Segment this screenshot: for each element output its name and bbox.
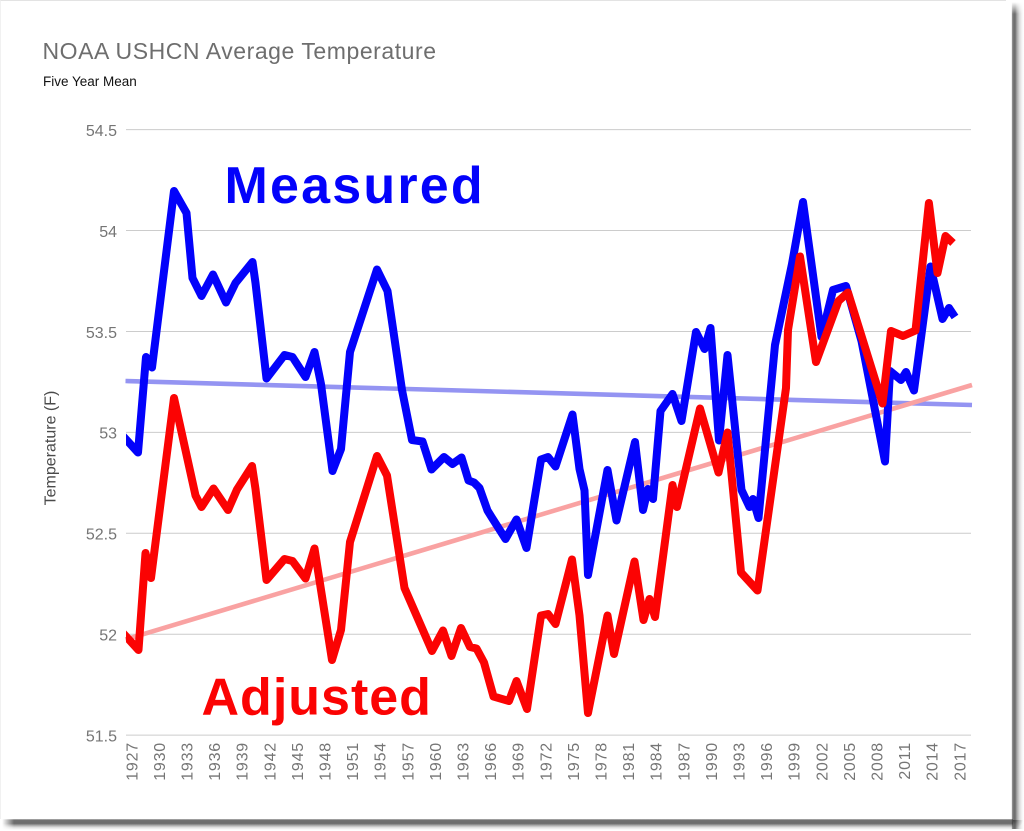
svg-text:1936: 1936 — [207, 742, 224, 781]
svg-text:1969: 1969 — [511, 742, 528, 781]
svg-text:52.5: 52.5 — [86, 527, 117, 544]
svg-text:2005: 2005 — [842, 742, 859, 781]
svg-text:2008: 2008 — [870, 742, 887, 781]
svg-text:1972: 1972 — [538, 742, 555, 781]
svg-text:54.5: 54.5 — [86, 123, 117, 140]
svg-text:1942: 1942 — [262, 742, 279, 781]
svg-text:1963: 1963 — [456, 742, 473, 781]
svg-text:1957: 1957 — [400, 742, 417, 781]
svg-text:1975: 1975 — [566, 742, 583, 781]
svg-text:52: 52 — [99, 628, 117, 645]
svg-text:1996: 1996 — [759, 742, 776, 781]
svg-text:1999: 1999 — [787, 742, 804, 781]
svg-text:2017: 2017 — [952, 742, 969, 781]
svg-text:1993: 1993 — [732, 742, 749, 781]
svg-text:1927: 1927 — [124, 742, 141, 781]
svg-text:1987: 1987 — [676, 742, 693, 781]
svg-text:NOAA USHCN Average Temperature: NOAA USHCN Average Temperature — [43, 38, 437, 64]
svg-text:Five Year Mean: Five Year Mean — [43, 74, 137, 89]
svg-text:1981: 1981 — [621, 742, 638, 781]
svg-text:1978: 1978 — [594, 742, 611, 781]
svg-text:Adjusted: Adjusted — [202, 669, 432, 727]
svg-text:1945: 1945 — [290, 742, 307, 781]
svg-text:1939: 1939 — [235, 742, 252, 781]
svg-text:Measured: Measured — [225, 157, 485, 215]
svg-text:1933: 1933 — [180, 742, 197, 781]
svg-text:1984: 1984 — [649, 742, 666, 781]
svg-text:1966: 1966 — [483, 742, 500, 781]
svg-text:1951: 1951 — [345, 742, 362, 781]
svg-text:2011: 2011 — [897, 742, 914, 780]
svg-text:2014: 2014 — [925, 742, 942, 781]
svg-text:1960: 1960 — [428, 742, 445, 781]
svg-text:51.5: 51.5 — [86, 728, 117, 745]
svg-text:1990: 1990 — [704, 742, 721, 781]
svg-text:1954: 1954 — [373, 742, 390, 781]
svg-text:Temperature (F): Temperature (F) — [43, 391, 60, 506]
svg-text:53: 53 — [99, 426, 117, 443]
svg-text:1930: 1930 — [152, 742, 169, 781]
svg-text:2002: 2002 — [814, 742, 831, 781]
svg-text:1948: 1948 — [318, 742, 335, 781]
svg-text:53.5: 53.5 — [86, 325, 117, 342]
svg-text:54: 54 — [99, 224, 117, 241]
